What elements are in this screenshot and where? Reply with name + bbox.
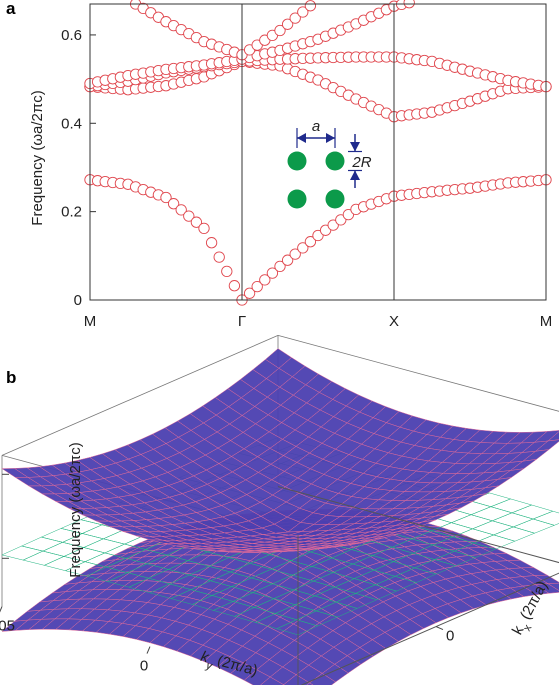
- lattice-inset: a 2R: [287, 118, 372, 209]
- rod-circle: [325, 151, 345, 171]
- y-tick-label: 0: [74, 292, 82, 309]
- y-tick-label: 0.2: [61, 204, 82, 221]
- band-0-point: [221, 265, 233, 278]
- band-plot-frame: [89, 3, 547, 301]
- band-0-point: [175, 204, 187, 216]
- y-tick-label: 0.6: [61, 27, 82, 44]
- flat-band-cell: [532, 510, 559, 526]
- kx-tick-label: 0: [446, 628, 454, 645]
- band-4-point: [274, 24, 286, 37]
- lattice-arrow-head-left: [297, 133, 306, 143]
- band-0-point: [243, 287, 256, 299]
- flat-band-cell: [491, 512, 534, 528]
- radius-arrow-head-bottom: [350, 170, 360, 180]
- radius-arrow-head-top: [350, 142, 360, 152]
- band-markers: [84, 0, 552, 306]
- flat-band-cell: [511, 504, 554, 520]
- upper-cone-surface: [1, 348, 559, 553]
- flat-band-cell: [512, 518, 556, 534]
- band-0-point: [228, 280, 241, 292]
- x-tick-label: X: [389, 313, 399, 330]
- flat-band-cell: [450, 514, 494, 530]
- band-0-point: [251, 280, 263, 293]
- ky-tick-mark: [146, 646, 151, 654]
- band-0-point: [259, 274, 271, 286]
- flat-band-cell: [20, 536, 64, 552]
- band-0-point: [266, 267, 279, 279]
- ky-tick-label: 0: [140, 658, 148, 675]
- flat-band-cell: [490, 498, 533, 514]
- lower-cone-cell: [309, 673, 337, 685]
- band-structure-panel: a 0 0.2 0.4 0.6 M Γ X M Frequency (ωa/2πc) a 2R: [6, 0, 552, 330]
- band-0-point: [198, 222, 210, 235]
- band-0-point: [335, 214, 347, 226]
- panel-b-label: b: [6, 368, 16, 387]
- lower-cone-cell: [260, 676, 285, 685]
- rod-circle: [325, 189, 345, 209]
- lattice-constant-label: a: [312, 118, 320, 135]
- panel-a-label: a: [6, 0, 16, 18]
- flat-band-cell: [470, 506, 513, 522]
- band-4-point: [304, 0, 317, 12]
- kx-tick-mark: [435, 626, 444, 631]
- band-0-point: [274, 260, 286, 273]
- lower-cone-cell: [306, 682, 314, 685]
- flat-band-cell: [82, 538, 126, 554]
- flat-band-cell: [276, 619, 319, 636]
- lower-cone-cell: [283, 674, 311, 685]
- band-4-point: [289, 12, 301, 24]
- kx-sub: x: [521, 622, 534, 633]
- band-0-point: [297, 242, 309, 254]
- band-0-point: [304, 236, 317, 248]
- band-4-point: [297, 6, 309, 18]
- band-0-point: [183, 210, 195, 222]
- ky-tick-mark: [0, 606, 3, 613]
- band-y-axis-label: Frequency (ωa/2πc): [29, 90, 46, 225]
- x-tick-label: Γ: [238, 313, 246, 330]
- ky-sub: y: [204, 659, 215, 673]
- flat-band-cell: [492, 526, 536, 542]
- lattice-arrow-head-right: [326, 133, 335, 143]
- band-0-point: [213, 251, 225, 263]
- band-0-point: [281, 254, 294, 266]
- surface-z-axis-label: Frequency (ωa/2πc): [67, 442, 84, 577]
- x-tick-label: M: [540, 313, 553, 330]
- box-edge: [277, 486, 559, 564]
- band-0-point: [190, 216, 203, 228]
- rod-circle: [287, 189, 307, 209]
- rod-diameter-label: 2R: [351, 154, 371, 171]
- band-0-point: [167, 198, 180, 210]
- band-0-point: [205, 237, 218, 249]
- lower-cone-surface: [1, 509, 559, 685]
- flat-band-cell: [471, 520, 515, 536]
- ky-tick-label: −0.05: [0, 618, 15, 635]
- rod-circle: [287, 151, 307, 171]
- band-0-point: [160, 191, 172, 204]
- upper-cone-cell: [284, 548, 311, 551]
- band-ticks: 0 0.2 0.4 0.6 M Γ X M: [61, 27, 552, 330]
- y-tick-label: 0.4: [61, 115, 82, 132]
- flat-band-cell: [22, 550, 65, 566]
- band-4-point: [281, 18, 294, 30]
- x-tick-label: M: [84, 313, 97, 330]
- band-axes: [89, 3, 547, 301]
- box-edge: [277, 335, 559, 412]
- box-edge: [1, 335, 279, 456]
- band-0-point: [289, 248, 301, 260]
